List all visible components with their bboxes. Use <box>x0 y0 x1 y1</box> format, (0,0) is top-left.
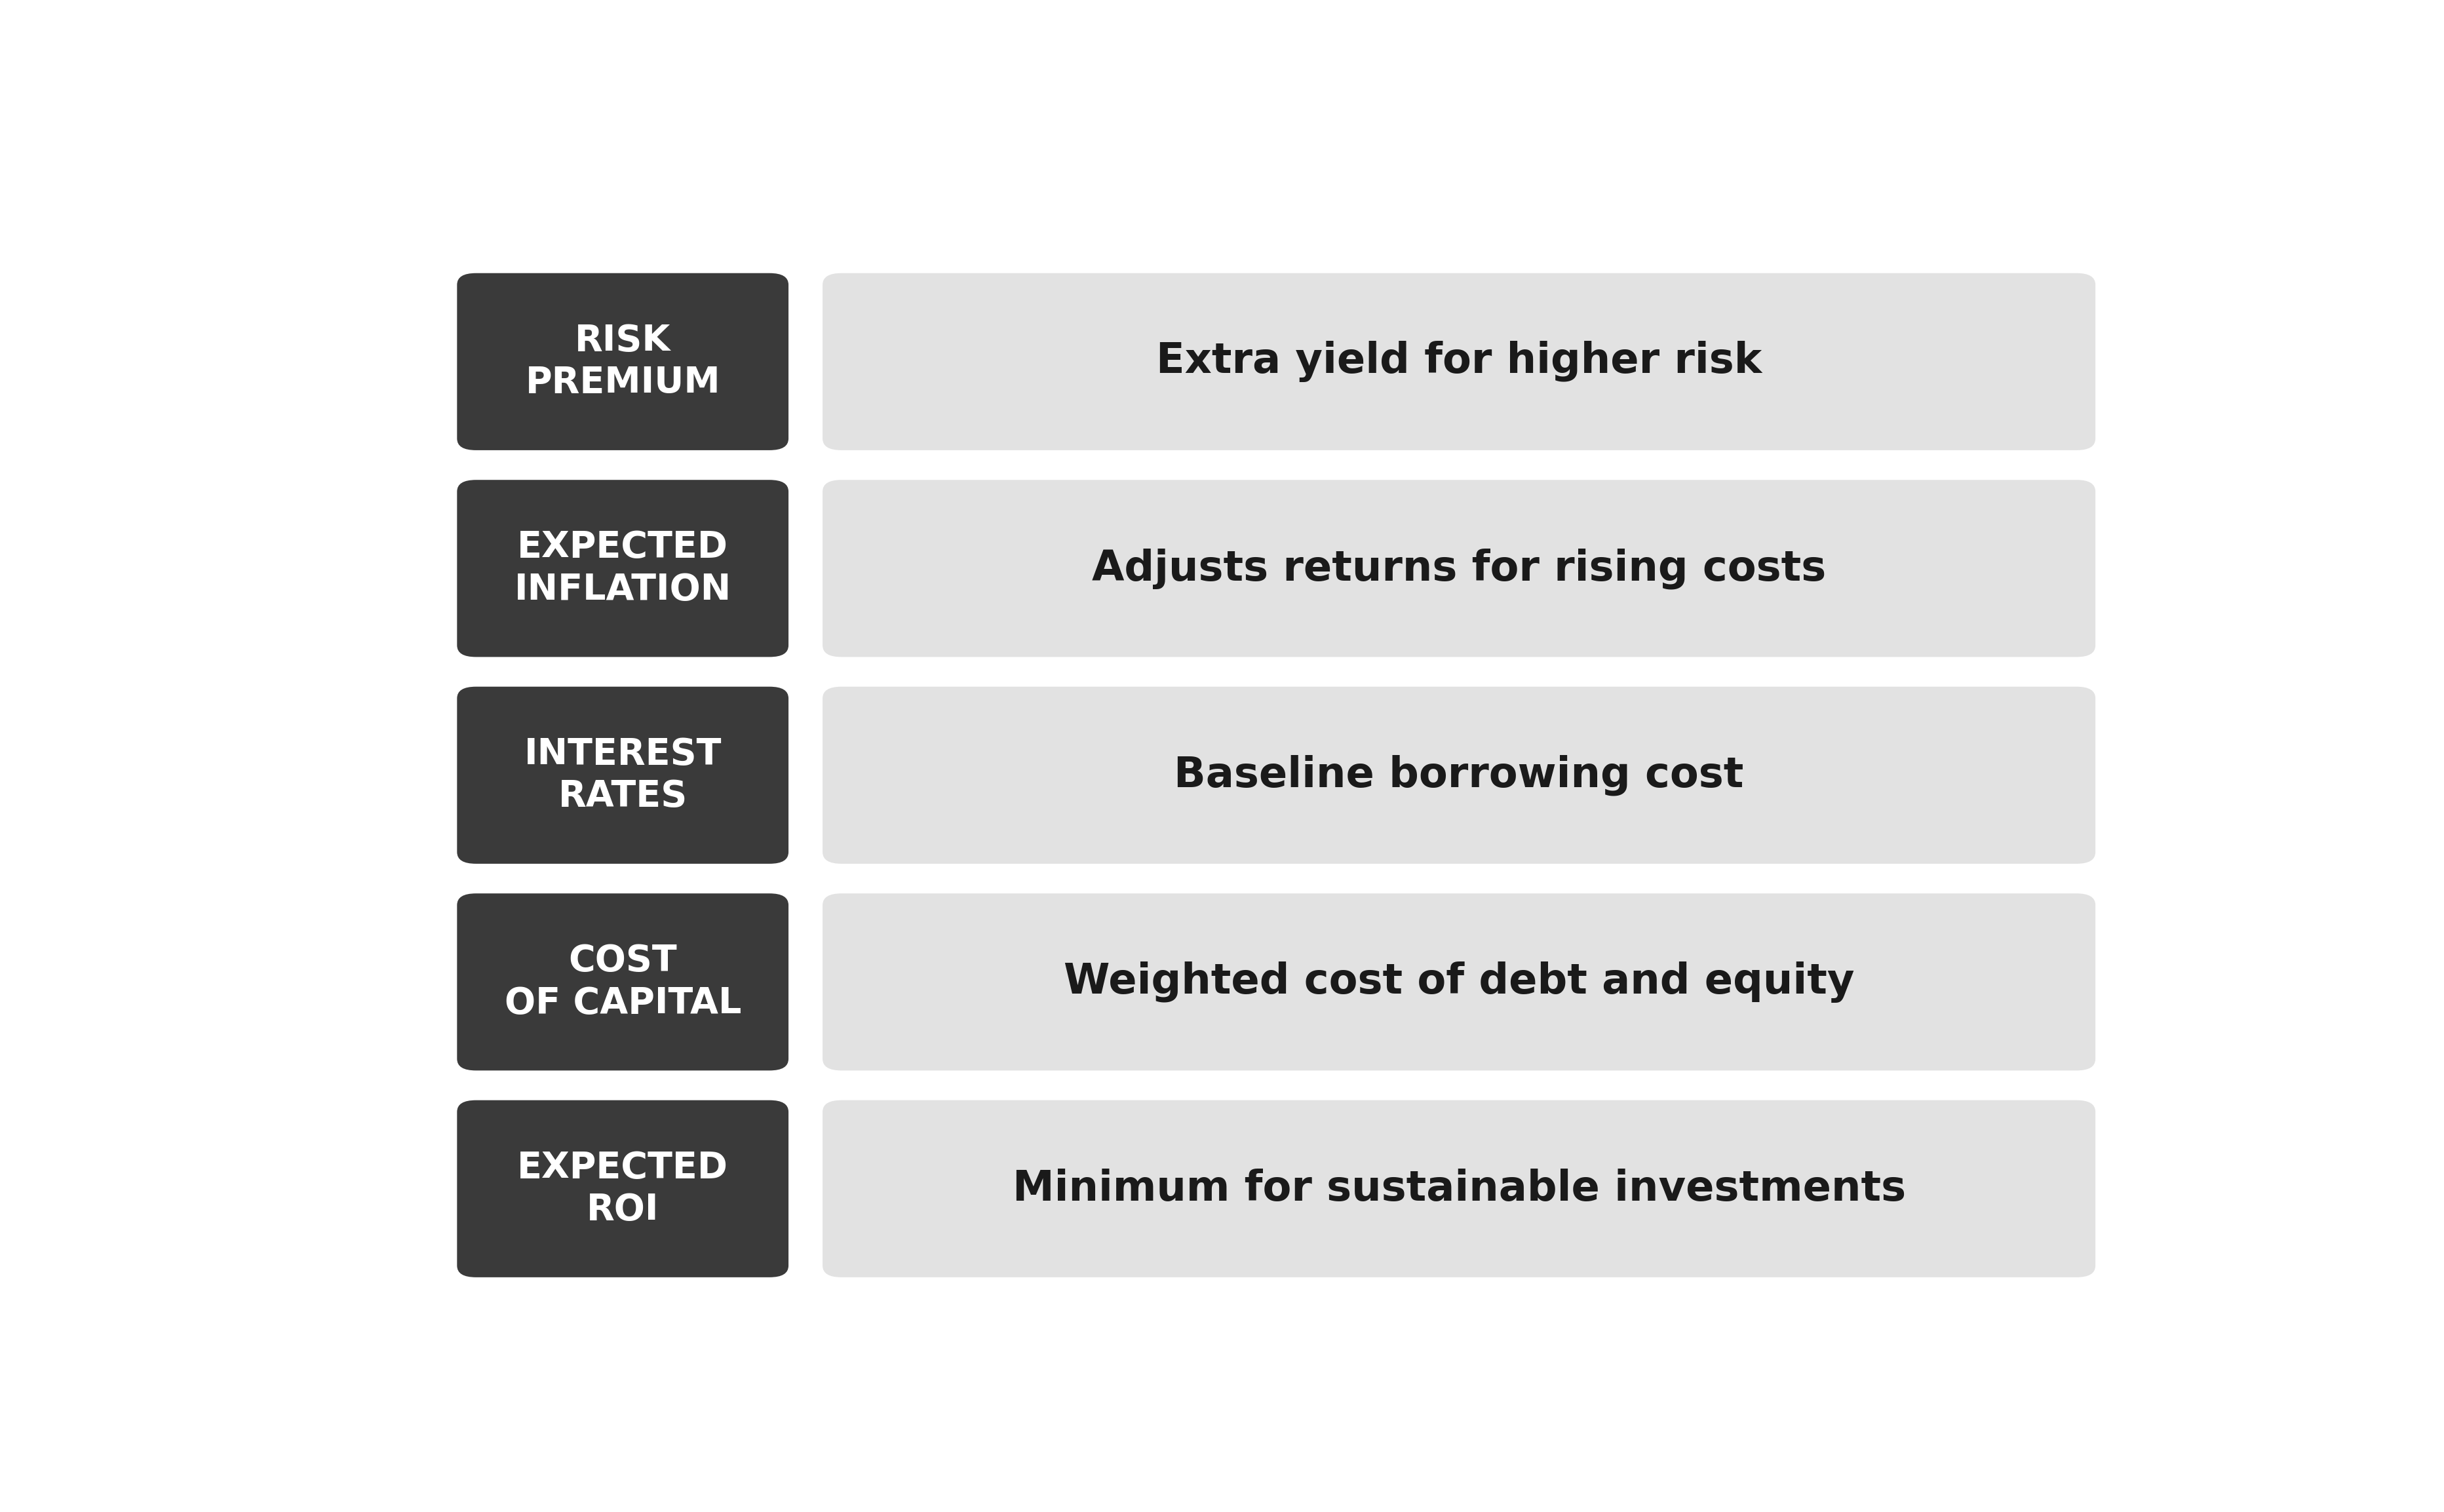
FancyBboxPatch shape <box>824 479 2095 658</box>
FancyBboxPatch shape <box>824 894 2095 1070</box>
Text: RISK
PREMIUM: RISK PREMIUM <box>525 324 721 401</box>
Text: INTEREST
RATES: INTEREST RATES <box>523 736 721 813</box>
Text: Minimum for sustainable investments: Minimum for sustainable investments <box>1012 1169 1906 1210</box>
FancyBboxPatch shape <box>457 479 789 658</box>
FancyBboxPatch shape <box>457 1101 789 1278</box>
Text: Weighted cost of debt and equity: Weighted cost of debt and equity <box>1063 962 1855 1002</box>
Text: EXPECTED
ROI: EXPECTED ROI <box>518 1151 728 1228</box>
FancyBboxPatch shape <box>457 686 789 863</box>
FancyBboxPatch shape <box>824 274 2095 451</box>
Text: EXPECTED
INFLATION: EXPECTED INFLATION <box>513 529 731 608</box>
Text: Baseline borrowing cost: Baseline borrowing cost <box>1173 754 1745 795</box>
Text: Extra yield for higher risk: Extra yield for higher risk <box>1156 342 1762 383</box>
FancyBboxPatch shape <box>457 274 789 451</box>
FancyBboxPatch shape <box>457 894 789 1070</box>
FancyBboxPatch shape <box>824 1101 2095 1278</box>
FancyBboxPatch shape <box>824 686 2095 863</box>
Text: Adjusts returns for rising costs: Adjusts returns for rising costs <box>1092 547 1826 588</box>
Text: COST
OF CAPITAL: COST OF CAPITAL <box>503 943 741 1021</box>
